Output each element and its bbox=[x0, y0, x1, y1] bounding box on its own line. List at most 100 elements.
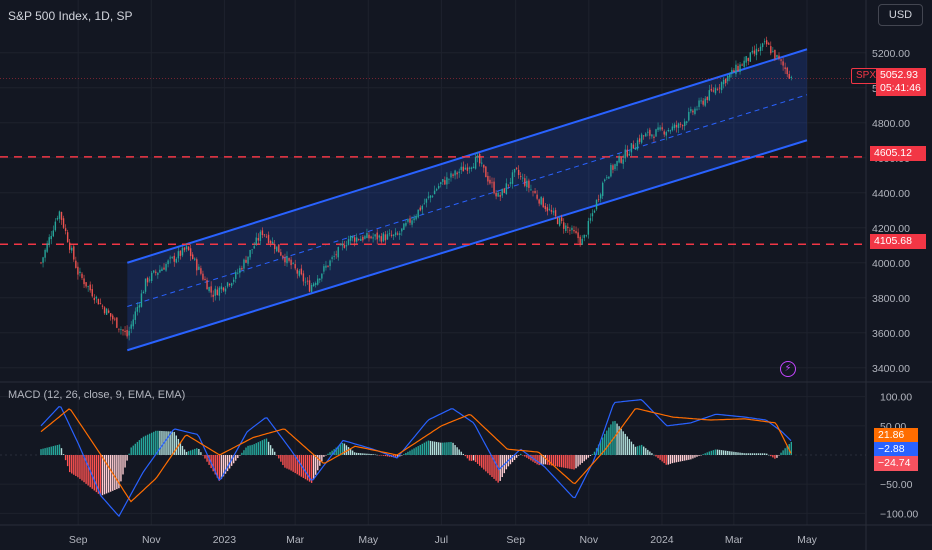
macd-histogram-bar bbox=[466, 455, 469, 459]
candle-body bbox=[378, 235, 380, 238]
macd-histogram-bar bbox=[768, 454, 770, 456]
candle-body bbox=[167, 260, 169, 265]
macd-histogram-bar bbox=[790, 441, 792, 455]
macd-histogram-bar bbox=[618, 426, 620, 455]
candle-body bbox=[460, 166, 462, 170]
candle-body bbox=[296, 269, 298, 274]
candle-body bbox=[532, 191, 534, 193]
candle-body bbox=[384, 234, 387, 241]
candle-body bbox=[315, 282, 317, 285]
candle-body bbox=[390, 234, 393, 237]
macd-histogram-bar bbox=[645, 448, 647, 455]
candle-body bbox=[655, 129, 657, 137]
macd-histogram-bar bbox=[540, 455, 542, 465]
candle-body bbox=[425, 198, 428, 203]
candle-body bbox=[58, 211, 61, 219]
macd-histogram-bar bbox=[278, 455, 280, 459]
macd-indicator-title[interactable]: MACD (12, 26, close, 9, EMA, EMA) bbox=[8, 389, 186, 401]
macd-histogram-bar bbox=[661, 455, 663, 462]
candle-body bbox=[714, 87, 717, 94]
macd-histogram-bar bbox=[610, 424, 612, 455]
chart-title: S&P 500 Index, 1D, SP bbox=[8, 9, 133, 23]
candle-body bbox=[103, 307, 106, 314]
macd-histogram-bar bbox=[274, 451, 276, 455]
candle-body bbox=[122, 329, 124, 331]
candle-body bbox=[673, 124, 676, 129]
candle-body bbox=[151, 272, 153, 281]
candle-body bbox=[442, 179, 444, 182]
candle-body bbox=[604, 179, 606, 182]
candle-body bbox=[618, 156, 620, 163]
macd-histogram-bar bbox=[581, 455, 583, 463]
macd-histogram-bar bbox=[403, 454, 405, 455]
macd-histogram-bar bbox=[138, 440, 141, 455]
candle-body bbox=[739, 64, 741, 72]
macd-histogram-bar bbox=[591, 454, 594, 455]
time-axis-label: Mar bbox=[286, 534, 305, 546]
macd-histogram-bar bbox=[513, 455, 516, 460]
macd-histogram-bar bbox=[579, 455, 581, 465]
macd-histogram-bar bbox=[179, 442, 182, 455]
candle-body bbox=[222, 287, 225, 291]
macd-histogram-bar bbox=[772, 455, 774, 458]
candle-body bbox=[407, 218, 409, 222]
candle-body bbox=[228, 283, 231, 286]
macd-histogram-bar bbox=[640, 444, 643, 455]
candle-body bbox=[501, 188, 503, 196]
macd-histogram-bar bbox=[114, 455, 116, 490]
macd-histogram-bar bbox=[638, 445, 641, 455]
macd-histogram-bar bbox=[409, 450, 411, 455]
macd-histogram-bar bbox=[509, 455, 512, 465]
candle-body bbox=[675, 124, 678, 128]
macd-histogram-bar bbox=[755, 453, 758, 455]
macd-histogram-bar bbox=[688, 455, 690, 460]
candle-body bbox=[620, 157, 622, 163]
candle-body bbox=[468, 167, 471, 169]
last-price-tag: 5052.93 bbox=[876, 68, 926, 83]
candle-body bbox=[405, 222, 407, 226]
time-axis-label: Mar bbox=[725, 534, 744, 546]
macd-histogram-bar bbox=[524, 455, 526, 457]
candle-body bbox=[282, 255, 284, 258]
macd-histogram-bar bbox=[671, 455, 674, 464]
currency-button[interactable]: USD bbox=[878, 4, 923, 26]
candle-body bbox=[429, 195, 432, 198]
candle-body bbox=[171, 256, 173, 258]
candle-body bbox=[694, 108, 696, 114]
macd-histogram-bar bbox=[296, 455, 298, 475]
macd-histogram-bar bbox=[42, 448, 44, 455]
candle-body bbox=[52, 230, 54, 237]
signal-value-tag: −2.88 bbox=[874, 442, 918, 457]
macd-histogram-bar bbox=[282, 455, 284, 466]
macd-histogram-bar bbox=[657, 455, 659, 459]
macd-histogram-bar bbox=[374, 454, 376, 455]
macd-histogram-bar bbox=[733, 451, 735, 455]
channel-lower-line bbox=[127, 139, 808, 352]
candle-body bbox=[362, 236, 364, 241]
macd-histogram-bar bbox=[597, 444, 600, 455]
candle-body bbox=[612, 165, 614, 170]
macd-histogram-bar bbox=[103, 455, 106, 495]
macd-histogram-bar bbox=[294, 455, 296, 474]
lightning-icon[interactable]: ⚡ bbox=[780, 361, 796, 377]
candle-body bbox=[392, 234, 395, 236]
candle-body bbox=[157, 272, 159, 275]
candle-body bbox=[440, 182, 442, 185]
candle-body bbox=[591, 213, 594, 217]
candle-body bbox=[776, 54, 778, 58]
candle-body bbox=[727, 75, 729, 82]
macd-histogram-bar bbox=[73, 455, 75, 475]
candle-body bbox=[737, 65, 739, 72]
candle-body bbox=[733, 70, 735, 73]
macd-histogram-bar bbox=[323, 455, 325, 457]
macd-histogram-bar bbox=[634, 446, 637, 455]
candle-body bbox=[540, 196, 542, 205]
candle-body bbox=[409, 218, 411, 223]
candle-body bbox=[511, 172, 514, 184]
candle-body bbox=[456, 172, 458, 175]
macd-histogram-bar bbox=[714, 449, 717, 455]
candle-body bbox=[126, 329, 128, 337]
candle-body bbox=[579, 236, 581, 244]
candle-body bbox=[788, 73, 790, 79]
